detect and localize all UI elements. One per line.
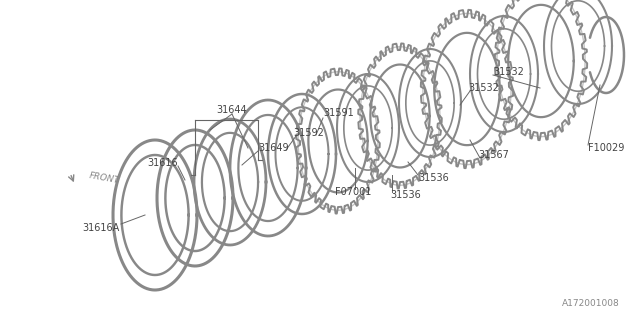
Text: 31591: 31591 — [323, 108, 354, 118]
Text: 31616: 31616 — [147, 158, 178, 168]
Text: F10029: F10029 — [588, 143, 625, 153]
Text: 31536: 31536 — [390, 190, 420, 200]
Text: 31616A: 31616A — [83, 223, 120, 233]
Text: F07001: F07001 — [335, 187, 371, 197]
Text: 31644: 31644 — [217, 105, 247, 115]
Text: A172001008: A172001008 — [563, 299, 620, 308]
Text: 31532: 31532 — [493, 67, 524, 77]
Text: 31536: 31536 — [418, 173, 449, 183]
Text: FRONT: FRONT — [88, 171, 120, 185]
Text: 31532: 31532 — [468, 83, 499, 93]
Text: 31592: 31592 — [293, 128, 324, 138]
Text: 31567: 31567 — [478, 150, 509, 160]
Text: 31649: 31649 — [258, 143, 289, 153]
